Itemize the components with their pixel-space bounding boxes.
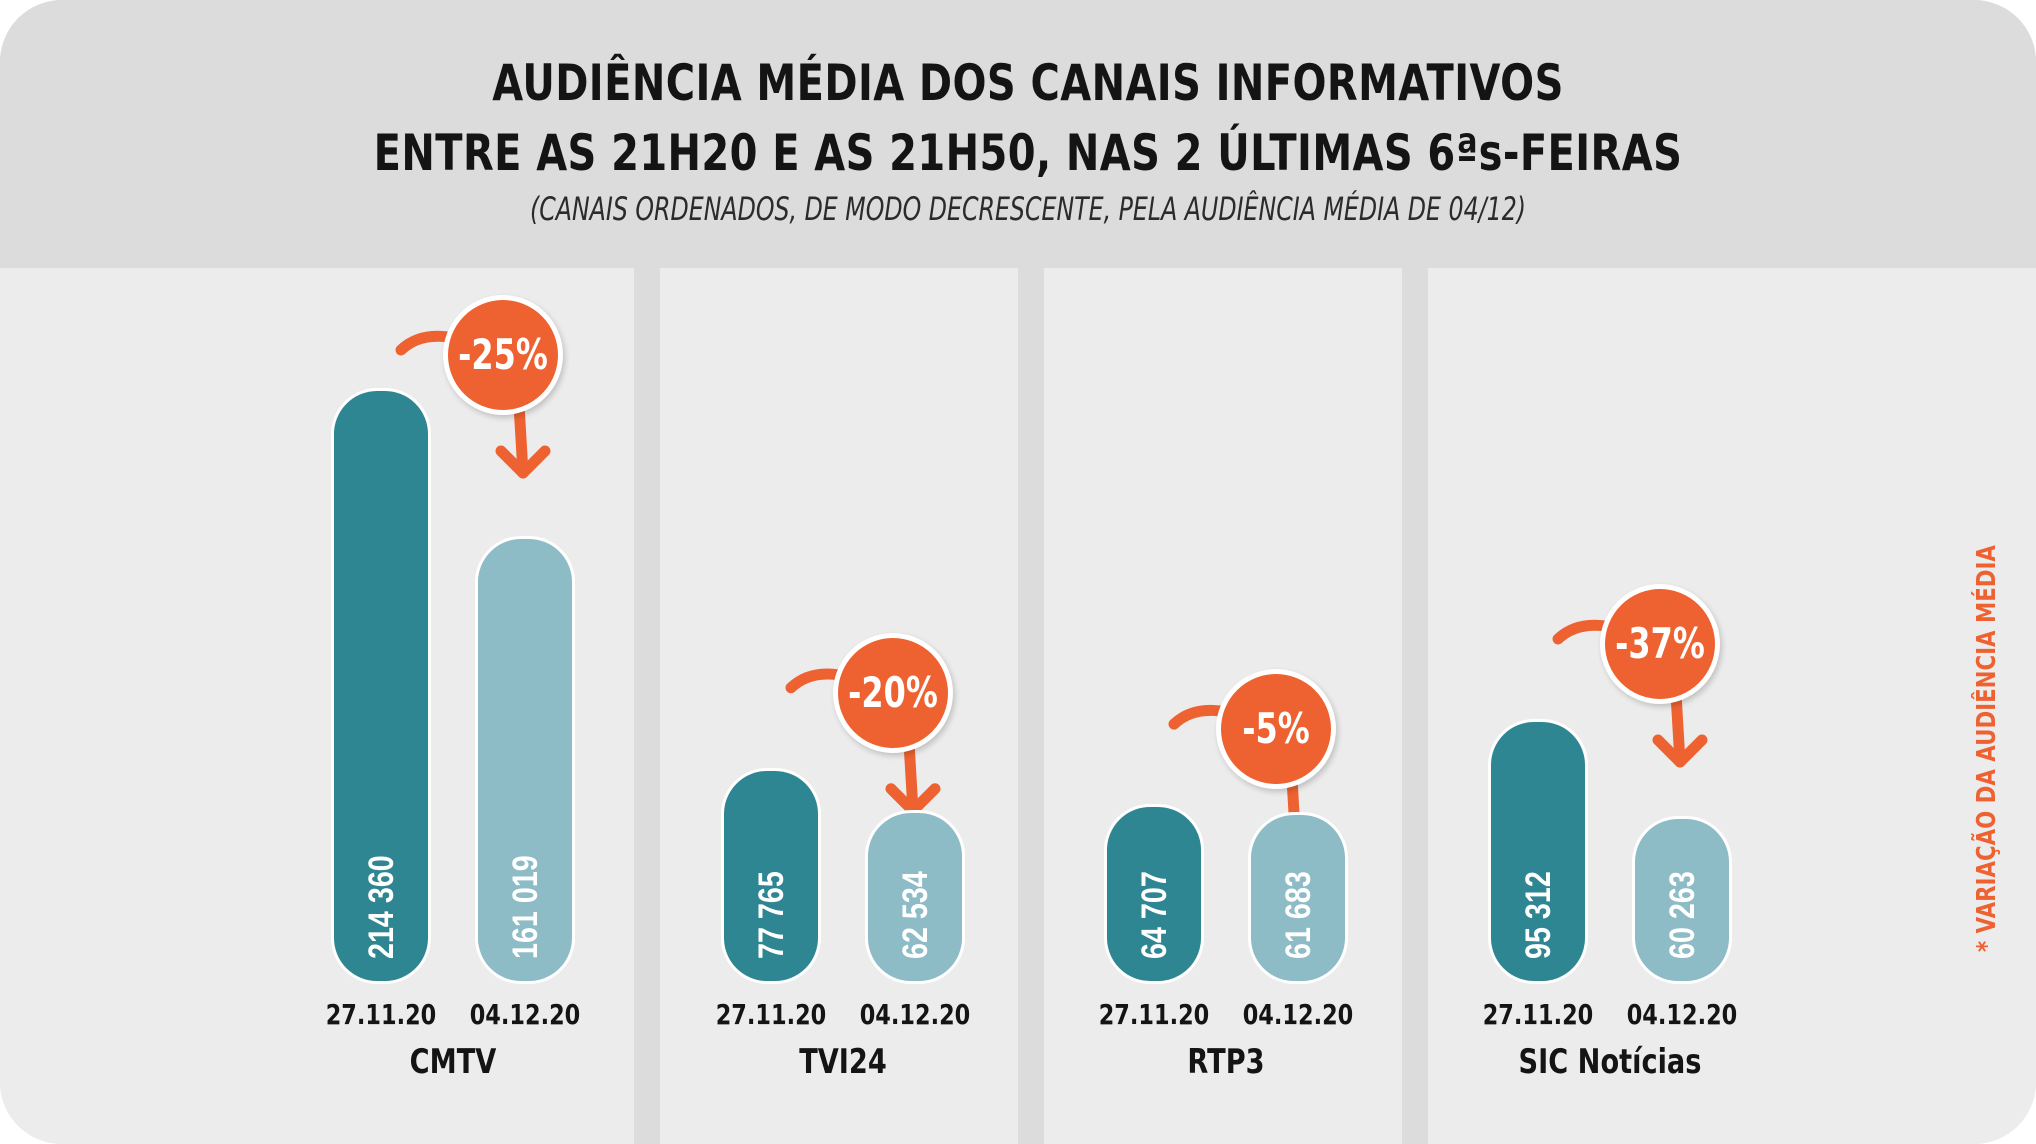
variation-value: -25% (458, 330, 548, 379)
bar-27-11: 64 707 (1104, 804, 1204, 984)
variation-badge: -25% (443, 295, 563, 415)
bar-value-text: 161 019 (506, 855, 545, 959)
date-label: 04.12.20 (859, 998, 971, 1031)
header: AUDIÊNCIA MÉDIA DOS CANAIS INFORMATIVOS … (0, 0, 2036, 268)
variation-arrow-shaft (1670, 688, 1686, 768)
bar-27-11: 214 360 (331, 388, 431, 984)
variation-value: -5% (1242, 704, 1310, 754)
title-line-1: AUDIÊNCIA MÉDIA DOS CANAIS INFORMATIVOS (492, 54, 1564, 112)
variation-arrow-shaft (903, 737, 919, 817)
variation-arrow-head-icon (1652, 734, 1708, 768)
subtitle: (CANAIS ORDENADOS, DE MODO DECRESCENTE, … (529, 190, 1527, 228)
bar-value-text: 95 312 (1519, 871, 1558, 959)
date-label: 04.12.20 (1626, 998, 1738, 1031)
variation-arrow-head-icon (495, 445, 551, 479)
variation-arrow-tail (785, 668, 844, 694)
variation-arrow-shaft (513, 399, 529, 479)
channel-name: CMTV (409, 1042, 497, 1082)
bar-value-text: 60 263 (1663, 871, 1702, 959)
bar-04-12: 61 683 (1248, 812, 1348, 984)
bar-value-text: 62 534 (896, 871, 935, 959)
channel-name: RTP3 (1187, 1042, 1265, 1082)
variation-arrow-tail (1552, 619, 1611, 645)
title-line-2: ENTRE AS 21H20 E AS 21H50, NAS 2 ÚLTIMAS… (373, 124, 1683, 182)
channel-panel (1428, 268, 2036, 1144)
bar-04-12: 60 263 (1632, 816, 1732, 984)
bar-value-text: 214 360 (362, 855, 401, 959)
date-label: 27.11.20 (715, 998, 827, 1031)
bar-04-12: 161 019 (475, 536, 575, 984)
bar-27-11: 77 765 (721, 767, 821, 984)
bar-value-text: 64 707 (1135, 871, 1174, 959)
bar-value-text: 61 683 (1279, 871, 1318, 959)
variation-value: -20% (848, 667, 938, 717)
channel-name: SIC Notícias (1518, 1042, 1702, 1082)
bar-27-11: 95 312 (1488, 718, 1588, 984)
variation-badge: -37% (1600, 583, 1720, 704)
date-label: 04.12.20 (469, 998, 581, 1031)
bar-value-text: 77 765 (752, 871, 791, 959)
date-label: 27.11.20 (325, 998, 437, 1031)
date-label: 27.11.20 (1098, 998, 1210, 1031)
variation-badge: -20% (833, 632, 953, 753)
channel-name: TVI24 (799, 1042, 887, 1082)
variation-arrow-tail (1168, 704, 1227, 730)
date-label: 27.11.20 (1482, 998, 1594, 1031)
variation-value: -37% (1615, 618, 1705, 668)
date-label: 04.12.20 (1242, 998, 1354, 1031)
variation-arrow-tail (395, 330, 454, 356)
bar-04-12: 62 534 (865, 810, 965, 984)
variation-badge: -5% (1216, 669, 1336, 790)
